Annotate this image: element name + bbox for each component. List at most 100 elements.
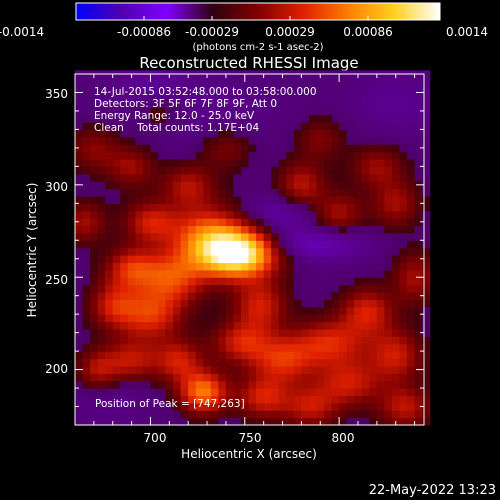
heatmap-cell	[339, 277, 348, 286]
heatmap-cell	[97, 314, 106, 323]
heatmap-cell	[391, 232, 401, 241]
heatmap-cell	[286, 195, 295, 204]
heatmap-cell	[180, 144, 189, 153]
heatmap-cell	[376, 107, 385, 116]
heatmap-cell	[324, 306, 333, 315]
heatmap-cell	[369, 388, 378, 397]
heatmap-cell	[90, 195, 99, 204]
heatmap-cell	[331, 210, 340, 219]
heatmap-cell	[150, 92, 159, 101]
heatmap-cell	[150, 247, 159, 256]
heatmap-cell	[308, 232, 318, 241]
heatmap-cell	[203, 144, 212, 153]
heatmap-cell	[331, 269, 340, 278]
heatmap-cell	[75, 328, 84, 337]
heatmap-cell	[135, 314, 144, 323]
heatmap-cell	[271, 380, 280, 389]
heatmap-cell	[120, 269, 129, 278]
heatmap-cell	[407, 365, 416, 374]
heatmap-cell	[422, 336, 431, 345]
heatmap-cell	[75, 218, 84, 227]
heatmap-cell	[407, 291, 416, 300]
heatmap-cell	[271, 195, 280, 204]
heatmap-cell	[361, 255, 370, 264]
heatmap-cell	[339, 166, 348, 175]
heatmap-cell	[384, 388, 393, 397]
heatmap-cell	[195, 195, 204, 204]
heatmap-cell	[165, 306, 174, 315]
heatmap-cell	[256, 395, 265, 404]
heatmap-cell	[248, 122, 257, 131]
heatmap-cell	[339, 373, 348, 382]
heatmap-cell	[278, 291, 287, 300]
heatmap-cell	[127, 136, 136, 145]
heatmap-cell	[218, 262, 227, 271]
heatmap-cell	[369, 343, 378, 352]
heatmap-cell	[127, 284, 136, 293]
heatmap-cell	[112, 218, 121, 227]
heatmap-cell	[188, 232, 197, 241]
heatmap-cell	[346, 92, 355, 101]
heatmap-cell	[112, 402, 121, 411]
heatmap-cell	[158, 417, 167, 426]
heatmap-cell	[391, 321, 401, 330]
heatmap-cell	[278, 336, 287, 345]
heatmap-cell	[316, 129, 325, 138]
heatmap-cell	[248, 358, 257, 367]
heatmap-cell	[158, 114, 167, 123]
heatmap-cell	[158, 351, 167, 360]
heatmap-cell	[112, 314, 121, 323]
heatmap-cell	[112, 151, 121, 160]
heatmap-cell	[105, 210, 114, 219]
heatmap-cell	[90, 85, 99, 94]
heatmap-cell	[203, 114, 212, 123]
heatmap-cell	[195, 225, 204, 234]
heatmap-cell	[225, 210, 235, 219]
heatmap-cell	[150, 129, 159, 138]
heatmap-cell	[127, 129, 136, 138]
heatmap-cell	[127, 291, 136, 300]
heatmap-cell	[369, 299, 378, 308]
heatmap-cell	[293, 122, 302, 131]
heatmap-cell	[399, 388, 408, 397]
heatmap-cell	[414, 343, 423, 352]
heatmap-cell	[241, 321, 250, 330]
heatmap-cell	[120, 158, 129, 167]
heatmap-cell	[331, 166, 340, 175]
heatmap-cell	[188, 380, 197, 389]
heatmap-cell	[180, 232, 189, 241]
heatmap-cell	[165, 136, 174, 145]
heatmap-cell	[210, 107, 219, 116]
heatmap-cell	[369, 151, 378, 160]
heatmap-cell	[112, 277, 121, 286]
heatmap-cell	[308, 262, 318, 271]
heatmap-cell	[263, 343, 272, 352]
heatmap-cell	[75, 262, 84, 271]
heatmap-cell	[399, 395, 408, 404]
heatmap-cell	[195, 129, 204, 138]
heatmap-cell	[127, 144, 136, 153]
heatmap-cell	[97, 195, 106, 204]
heatmap-cell	[324, 417, 333, 426]
heatmap-cell	[293, 306, 302, 315]
heatmap-cell	[90, 232, 99, 241]
heatmap-cell	[233, 158, 242, 167]
heatmap-cell	[90, 181, 99, 190]
heatmap-cell	[150, 365, 159, 374]
heatmap-cell	[188, 173, 197, 182]
heatmap-cell	[195, 151, 204, 160]
heatmap-cell	[112, 388, 121, 397]
heatmap-cell	[376, 328, 385, 337]
heatmap-cell	[203, 380, 212, 389]
heatmap-cell	[127, 314, 136, 323]
heatmap-cell	[135, 343, 144, 352]
heatmap-cell	[188, 225, 197, 234]
heatmap-cell	[407, 388, 416, 397]
heatmap-cell	[422, 373, 431, 382]
heatmap-cell	[263, 158, 272, 167]
heatmap-cell	[188, 114, 197, 123]
heatmap-cell	[308, 210, 318, 219]
heatmap-cell	[241, 380, 250, 389]
heatmap-cell	[301, 351, 310, 360]
heatmap-cell	[158, 410, 167, 419]
